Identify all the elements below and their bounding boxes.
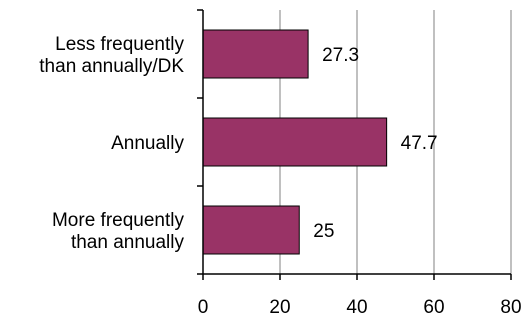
- bar-2: [202, 205, 300, 255]
- data-label-2: 25: [313, 221, 334, 242]
- axes: [197, 9, 512, 280]
- bar-0: [202, 29, 309, 79]
- data-label-0: 27.3: [322, 45, 359, 66]
- x-tick-label-80: 80: [500, 297, 521, 318]
- category-label-0: Less frequently than annually/DK: [39, 34, 184, 77]
- labels: 27.3 Less frequently than annually/DK 47.7 A…: [39, 34, 521, 318]
- x-tick-label-60: 60: [423, 297, 444, 318]
- x-tick-label-20: 20: [269, 297, 290, 318]
- data-label-1: 47.7: [401, 133, 438, 154]
- bars: [202, 29, 388, 255]
- bar-1: [202, 117, 388, 167]
- category-label-2: More frequently than annually: [52, 210, 185, 253]
- x-tick-label-0: 0: [198, 297, 209, 318]
- category-label-1: Annually: [111, 133, 184, 154]
- x-tick-label-40: 40: [346, 297, 367, 318]
